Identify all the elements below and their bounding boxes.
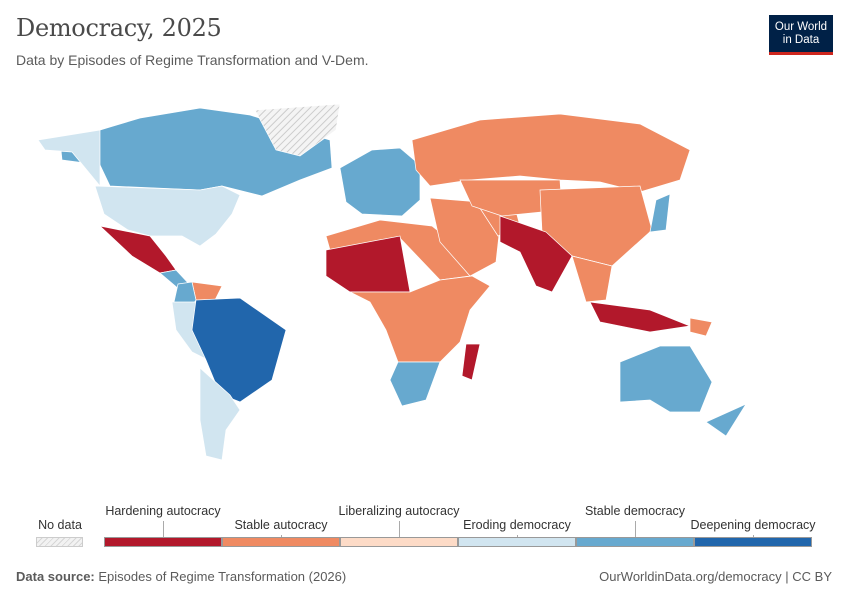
region-europe[interactable]	[339, 147, 421, 217]
legend-label: Eroding democracy	[463, 518, 571, 532]
legend-label: Stable autocracy	[234, 518, 328, 532]
legend-label: Stable democracy	[584, 504, 686, 518]
legend-swatch-liberalizing-autocracy[interactable]	[340, 537, 458, 547]
region-greenland[interactable]	[254, 103, 341, 157]
logo-line-1: Our World	[774, 20, 828, 33]
legend-swatch-hardening-autocracy[interactable]	[104, 537, 222, 547]
legend-swatch-eroding-democracy[interactable]	[458, 537, 576, 547]
legend-label: Deepening democracy	[690, 518, 816, 532]
region-canada[interactable]	[59, 107, 333, 197]
legend-label: Liberalizing autocracy	[338, 504, 460, 518]
legend-swatch-stable-autocracy[interactable]	[222, 537, 340, 547]
world-map[interactable]	[0, 90, 850, 490]
region-southern-africa[interactable]	[389, 361, 441, 407]
region-indonesia[interactable]	[589, 301, 692, 333]
region-central-africa[interactable]	[349, 275, 491, 363]
page-title: Democracy, 2025	[16, 14, 222, 42]
region-brazil[interactable]	[191, 297, 287, 403]
region-united-states[interactable]	[94, 185, 241, 247]
legend-tick	[399, 521, 400, 537]
legend-no-data-label: No data	[38, 518, 82, 532]
legend-tick	[753, 535, 754, 537]
region-alaska[interactable]	[37, 129, 101, 187]
region-japan[interactable]	[649, 193, 671, 233]
source-label: Data source:	[16, 569, 95, 584]
legend-no-data-swatch[interactable]	[36, 537, 83, 547]
map-legend: No data Hardening autocracy Stable autocra…	[0, 500, 850, 560]
data-source: Data source: Episodes of Regime Transfor…	[16, 569, 346, 584]
page-subtitle: Data by Episodes of Regime Transformatio…	[16, 52, 369, 68]
region-australia[interactable]	[619, 345, 713, 413]
legend-label: Hardening autocracy	[105, 504, 221, 518]
source-link[interactable]: Episodes of Regime Transformation (2026)	[98, 569, 347, 584]
region-papua-new-guinea[interactable]	[689, 317, 713, 337]
region-central-asia[interactable]	[459, 179, 563, 217]
legend-tick	[635, 521, 636, 537]
owid-logo[interactable]: Our World in Data	[769, 15, 833, 55]
region-southeast-asia[interactable]	[571, 255, 613, 303]
footer-url[interactable]: OurWorldinData.org/democracy | CC BY	[599, 569, 832, 584]
legend-tick	[163, 521, 164, 537]
region-south-asia[interactable]	[499, 215, 573, 293]
legend-tick	[281, 535, 282, 537]
logo-line-2: in Data	[782, 33, 820, 46]
region-new-zealand[interactable]	[705, 403, 747, 437]
region-southern-cone[interactable]	[199, 367, 241, 461]
legend-tick	[517, 535, 518, 537]
legend-swatch-deepening-democracy[interactable]	[694, 537, 812, 547]
region-madagascar[interactable]	[461, 343, 481, 381]
legend-swatch-stable-democracy[interactable]	[576, 537, 694, 547]
